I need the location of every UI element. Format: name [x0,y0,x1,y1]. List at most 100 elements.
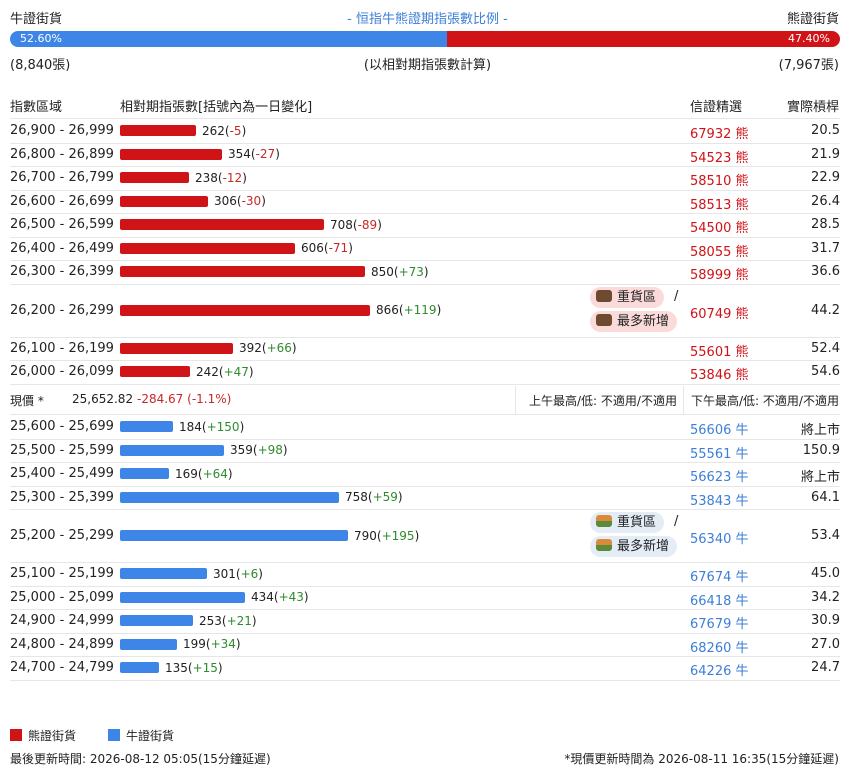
table-row: 25,500 - 25,599 359(+98) 55561 牛 150.9 [10,439,840,463]
warrant-code-link[interactable]: 67679 牛 [690,613,749,632]
qty-value: 434(+43) [251,590,309,605]
bear-count: (7,967張) [778,58,839,73]
qty-number: 184 [179,419,202,434]
index-range: 25,000 - 25,099 [10,589,114,605]
qty-change: +66 [266,341,292,356]
warrant-code: 58510 [690,174,732,190]
warrant-code-link[interactable]: 60749 熊 [690,303,749,322]
qty-value: 606(-71) [301,241,353,256]
bear-qty-bar [120,266,365,278]
warrant-code-link[interactable]: 58513 熊 [690,194,749,213]
warrant-code-link[interactable]: 55561 牛 [690,443,749,462]
warrant-type: 熊 [735,368,749,384]
warrant-code-link[interactable]: 64226 牛 [690,660,749,679]
bull-ratio-segment: 52.60% [10,31,447,47]
warrant-code-link[interactable]: 56340 牛 [690,528,749,547]
bull-qty-bar [120,615,193,627]
qty-value: 354(-27) [228,147,280,162]
warrant-type: 牛 [735,446,749,462]
warrant-type: 牛 [735,617,749,633]
effective-leverage: 44.2 [811,302,840,318]
table-row: 25,100 - 25,199 301(+6) 67674 牛 45.0 [10,562,840,587]
bear-qty-bar [120,195,208,207]
effective-leverage: 26.4 [811,193,840,209]
qty-change: +34 [210,637,236,652]
effective-leverage: 28.5 [811,217,840,233]
warrant-type: 熊 [735,244,749,260]
warrant-code: 58055 [690,244,732,260]
bear-outstanding-label: 熊證街貨 [786,12,839,27]
warrant-code-link[interactable]: 56606 牛 [690,419,749,438]
warrant-code-link[interactable]: 54523 熊 [690,147,749,166]
table-row: 26,600 - 26,699 306(-30) 58513 熊 26.4 [10,190,840,214]
bear-qty-bar [120,172,189,184]
qty-value: 184(+150) [179,419,245,434]
pm-high-low: 下午最高/低: 不適用/不適用 [691,394,839,408]
qty-change: +73 [398,264,424,279]
qty-value: 135(+15) [165,660,223,675]
warrant-code-link[interactable]: 67674 牛 [690,566,749,585]
current-price-label: 現價 * [10,394,44,408]
qty-number: 790 [354,528,377,543]
qty-number: 262 [202,123,225,138]
qty-number: 169 [175,466,198,481]
bull-qty-bar [120,662,159,674]
warrant-code-link[interactable]: 54500 熊 [690,217,749,236]
effective-leverage: 150.9 [802,442,840,458]
bear-qty-bar [120,342,233,354]
qty-change: -12 [222,170,243,185]
index-range: 25,100 - 25,199 [10,566,114,582]
qty-number: 135 [165,660,188,675]
index-range: 26,600 - 26,699 [10,193,114,209]
qty-number: 306 [214,194,237,209]
effective-leverage: 45.0 [811,566,840,582]
qty-value: 253(+21) [199,613,257,628]
warrant-code: 64226 [690,664,732,680]
effective-leverage: 30.9 [811,613,840,629]
table-row: 24,700 - 24,799 135(+15) 64226 牛 24.7 [10,656,840,681]
effective-leverage: 52.4 [811,340,840,356]
badge-most-added-label: 最多新增 [617,313,670,329]
warrant-code: 60749 [690,306,732,322]
bear-legend-label: 熊證街貨 [28,729,77,743]
index-range: 25,500 - 25,599 [10,442,114,458]
warrant-type: 牛 [735,640,749,656]
table-row: 25,400 - 25,499 169(+64) 56623 牛 將上市 [10,462,840,487]
warrant-type: 牛 [735,470,749,486]
warrant-code-link[interactable]: 66418 牛 [690,590,749,609]
qty-change: +43 [278,590,304,605]
col-header-leverage: 實際槓桿 [786,100,839,115]
legend-bear: 熊證街貨 [10,727,76,744]
warrant-code-link[interactable]: 58055 熊 [690,241,749,260]
warrant-code-link[interactable]: 53846 熊 [690,364,749,383]
index-range: 26,700 - 26,799 [10,170,114,186]
index-range: 26,200 - 26,299 [10,302,114,318]
warrant-code-link[interactable]: 56623 牛 [690,466,749,485]
table-row: 26,000 - 26,099 242(+47) 53846 熊 54.6 [10,360,840,385]
effective-leverage: 22.9 [811,170,840,186]
warrant-code-link[interactable]: 55601 熊 [690,341,749,360]
warrant-code: 58999 [690,268,732,284]
index-range: 25,600 - 25,699 [10,419,114,435]
index-range: 26,500 - 26,599 [10,217,114,233]
qty-number: 606 [301,241,324,256]
warrant-code-link[interactable]: 53843 牛 [690,490,749,509]
effective-leverage: 21.9 [811,146,840,162]
warrant-code-link[interactable]: 67932 熊 [690,123,749,142]
qty-change: +59 [372,490,398,505]
warrant-code-link[interactable]: 58999 熊 [690,264,749,283]
warrant-code: 55561 [690,446,732,462]
warrant-code-link[interactable]: 68260 牛 [690,637,749,656]
table-row: 25,600 - 25,699 184(+150) 56606 牛 將上市 [10,415,840,440]
qty-number: 708 [330,217,353,232]
bear-legend-swatch [10,729,22,741]
warrant-code-link[interactable]: 58510 熊 [690,170,749,189]
index-range: 26,400 - 26,499 [10,240,114,256]
warrant-type: 牛 [735,593,749,609]
bull-qty-bar [120,421,173,433]
table-row: 26,800 - 26,899 354(-27) 54523 熊 21.9 [10,143,840,167]
qty-number: 199 [183,637,206,652]
qty-value: 262(-5) [202,123,247,138]
col-header-selection: 信證精選 [690,100,743,115]
qty-change: -89 [357,217,378,232]
